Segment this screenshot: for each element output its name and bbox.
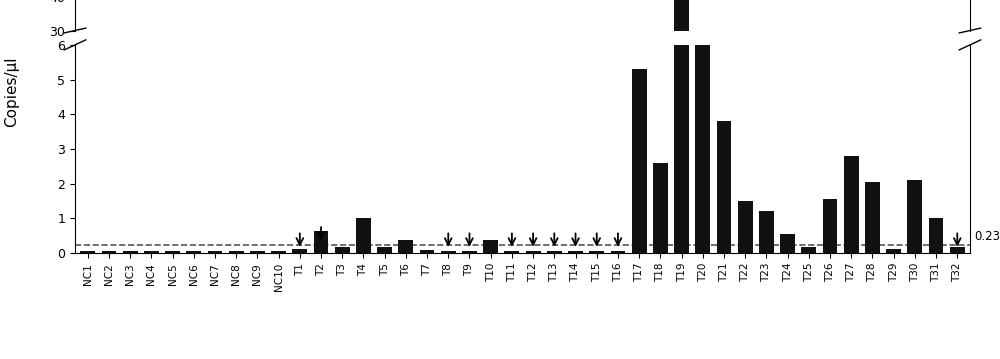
Bar — [144, 251, 159, 253]
Bar — [907, 124, 922, 131]
Bar — [80, 251, 95, 253]
Bar — [250, 251, 265, 253]
Bar — [314, 230, 328, 253]
Bar — [335, 130, 350, 131]
Bar — [950, 247, 965, 253]
Bar — [780, 129, 795, 131]
Bar — [844, 156, 859, 253]
Bar — [335, 247, 350, 253]
Bar — [907, 180, 922, 253]
Bar — [632, 113, 647, 131]
Bar — [314, 129, 328, 131]
Bar — [504, 251, 519, 253]
Bar — [801, 130, 816, 131]
Bar — [823, 126, 837, 131]
Bar — [653, 122, 668, 131]
Bar — [165, 251, 180, 253]
Bar — [229, 251, 244, 253]
Bar — [589, 251, 604, 253]
Bar — [929, 128, 943, 131]
Bar — [398, 130, 413, 131]
Bar — [441, 251, 456, 253]
Bar — [292, 249, 307, 253]
Bar — [929, 218, 943, 253]
Bar — [356, 128, 371, 131]
Bar — [865, 182, 880, 253]
Bar — [653, 163, 668, 253]
Bar — [102, 251, 116, 253]
Bar — [483, 130, 498, 131]
Bar — [695, 111, 710, 131]
Bar — [738, 126, 753, 131]
Bar — [717, 121, 731, 253]
Bar — [377, 130, 392, 131]
Bar — [186, 251, 201, 253]
Bar — [568, 251, 583, 253]
Bar — [356, 218, 371, 253]
Bar — [377, 247, 392, 253]
Text: 0.23: 0.23 — [974, 230, 1000, 243]
Bar — [398, 240, 413, 253]
Bar — [695, 45, 710, 253]
Bar — [208, 251, 222, 253]
Bar — [844, 122, 859, 131]
Bar — [271, 251, 286, 253]
Bar — [632, 69, 647, 253]
Bar — [462, 251, 477, 253]
Bar — [738, 201, 753, 253]
Bar — [674, 0, 689, 131]
Bar — [526, 251, 541, 253]
Bar — [801, 247, 816, 253]
Bar — [780, 234, 795, 253]
Text: Copies/µl: Copies/µl — [4, 56, 20, 127]
Bar — [759, 127, 774, 131]
Bar — [823, 199, 837, 253]
Bar — [483, 240, 498, 253]
Bar — [759, 211, 774, 253]
Bar — [717, 118, 731, 131]
Bar — [674, 0, 689, 253]
Bar — [547, 251, 562, 253]
Bar — [123, 251, 138, 253]
Bar — [420, 250, 434, 253]
Bar — [611, 251, 625, 253]
Bar — [950, 130, 965, 131]
Bar — [886, 249, 901, 253]
Bar — [865, 124, 880, 131]
